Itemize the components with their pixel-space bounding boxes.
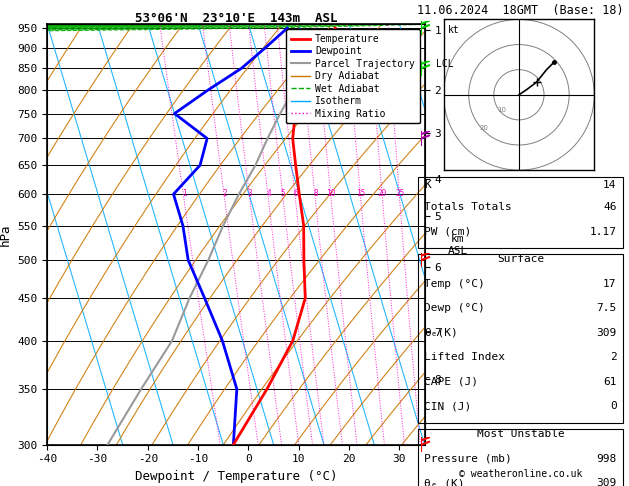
Text: 0: 0 xyxy=(610,401,616,412)
Bar xyxy=(418,254,623,423)
Text: kt: kt xyxy=(448,25,460,35)
Text: 17: 17 xyxy=(603,278,616,289)
Text: © weatheronline.co.uk: © weatheronline.co.uk xyxy=(459,469,582,479)
Text: 10: 10 xyxy=(497,107,506,113)
Y-axis label: hPa: hPa xyxy=(0,223,12,246)
Text: 7.5: 7.5 xyxy=(596,303,616,313)
Text: Temp (°C): Temp (°C) xyxy=(425,278,485,289)
Text: 4: 4 xyxy=(266,189,271,198)
Text: Lifted Index: Lifted Index xyxy=(425,352,506,363)
Text: 20: 20 xyxy=(479,125,488,131)
Text: 14: 14 xyxy=(603,180,616,191)
Text: PW (cm): PW (cm) xyxy=(425,226,472,237)
Text: LCL: LCL xyxy=(436,59,454,69)
Text: Pressure (mb): Pressure (mb) xyxy=(425,453,512,464)
Text: 309: 309 xyxy=(596,478,616,486)
Text: 10: 10 xyxy=(326,189,336,198)
Text: 1.17: 1.17 xyxy=(589,226,616,237)
Text: 998: 998 xyxy=(596,453,616,464)
Text: 2: 2 xyxy=(610,352,616,363)
Text: 3: 3 xyxy=(248,189,252,198)
Bar xyxy=(418,177,623,248)
Text: 53°06'N  23°10'E  143m  ASL: 53°06'N 23°10'E 143m ASL xyxy=(135,12,337,25)
Text: CAPE (J): CAPE (J) xyxy=(425,377,479,387)
Legend: Temperature, Dewpoint, Parcel Trajectory, Dry Adiabat, Wet Adiabat, Isotherm, Mi: Temperature, Dewpoint, Parcel Trajectory… xyxy=(286,29,420,123)
Text: 309: 309 xyxy=(596,328,616,338)
Text: θₑ(K): θₑ(K) xyxy=(425,328,458,338)
Text: Totals Totals: Totals Totals xyxy=(425,202,512,212)
Text: θₑ (K): θₑ (K) xyxy=(425,478,465,486)
X-axis label: Dewpoint / Temperature (°C): Dewpoint / Temperature (°C) xyxy=(135,470,337,483)
Text: 2: 2 xyxy=(223,189,227,198)
Text: CIN (J): CIN (J) xyxy=(425,401,472,412)
Text: Surface: Surface xyxy=(497,254,544,264)
Text: 25: 25 xyxy=(395,189,404,198)
Text: 15: 15 xyxy=(356,189,365,198)
Text: 6: 6 xyxy=(293,189,298,198)
Text: 61: 61 xyxy=(603,377,616,387)
Text: 1: 1 xyxy=(182,189,186,198)
Text: Dewp (°C): Dewp (°C) xyxy=(425,303,485,313)
Bar xyxy=(418,429,623,486)
Text: 8: 8 xyxy=(313,189,318,198)
Text: 5: 5 xyxy=(281,189,286,198)
Text: Most Unstable: Most Unstable xyxy=(477,429,564,439)
Y-axis label: km
ASL: km ASL xyxy=(448,235,468,256)
Text: 20: 20 xyxy=(378,189,387,198)
Text: 11.06.2024  18GMT  (Base: 18): 11.06.2024 18GMT (Base: 18) xyxy=(417,4,624,17)
Text: 46: 46 xyxy=(603,202,616,212)
Text: K: K xyxy=(425,180,431,191)
